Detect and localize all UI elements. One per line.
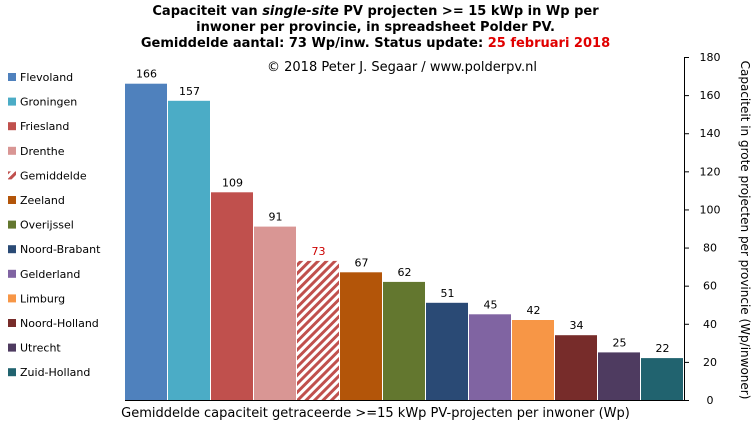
- legend-swatch: [8, 171, 16, 180]
- bar-noord-holland: [555, 335, 597, 400]
- chart-title-line-3: Gemiddelde aantal: 73 Wp/inw. Status upd…: [0, 36, 751, 51]
- data-label: 166: [136, 68, 157, 81]
- data-label: 91: [269, 211, 283, 224]
- plot-area: 166 157 109 91 73 67 62 51 45 42 34 25 22: [125, 68, 683, 401]
- legend-entry: Drenthe: [20, 145, 65, 158]
- y-axis-label: Capaciteit in grote projecten per provin…: [738, 61, 751, 400]
- legend-entry: Gemiddelde: [20, 169, 87, 182]
- y-tick-label: 0: [707, 394, 714, 407]
- data-label: 51: [441, 287, 455, 300]
- data-label: 109: [222, 176, 243, 189]
- y-tick-label: 120: [700, 165, 721, 178]
- y-tick-label: 60: [703, 280, 717, 293]
- data-label: 62: [398, 266, 412, 279]
- legend-entry: Overijssel: [20, 219, 74, 232]
- title-line-3-prefix: Gemiddelde aantal: 73 Wp/inw. Status upd…: [140, 36, 488, 51]
- y-tick-label: 160: [700, 89, 721, 102]
- legend-swatch: [8, 245, 16, 254]
- data-label: 42: [527, 304, 541, 317]
- legend: Flevoland Groningen Friesland Drenthe Gemidd…: [8, 71, 101, 379]
- y-tick-label: 40: [703, 318, 717, 331]
- bar-overijssel: [383, 281, 425, 400]
- x-axis-label: Gemiddelde capaciteit getraceerde >=15 k…: [121, 406, 630, 421]
- bar-noord-brabant: [426, 302, 468, 400]
- y-tick-label: 20: [703, 356, 717, 369]
- bar-flevoland: [125, 83, 167, 400]
- bar-drenthe: [254, 226, 296, 400]
- y-tick-label: 80: [703, 242, 717, 255]
- legend-swatch: [8, 97, 16, 106]
- bar-gelderland: [469, 314, 511, 401]
- legend-swatch: [8, 319, 16, 327]
- status-date: 25 februari 2018: [487, 36, 611, 51]
- bar-limburg: [512, 320, 554, 400]
- y-axis: 0 20 40 60 80 100 120 140 160 180: [125, 51, 721, 407]
- bar-utrecht: [598, 352, 640, 400]
- legend-entry: Zeeland: [20, 194, 65, 207]
- data-label: 22: [656, 342, 670, 355]
- data-label: 25: [613, 336, 627, 349]
- legend-swatch: [8, 196, 16, 204]
- bar-zeeland: [340, 272, 382, 400]
- title-line-1-suffix: PV projecten >= 15 kWp in Wp per: [338, 4, 599, 19]
- legend-swatch: [8, 269, 16, 278]
- legend-entry: Gelderland: [20, 268, 80, 281]
- legend-swatch: [8, 146, 16, 155]
- y-tick-label: 140: [700, 127, 721, 140]
- chart-title-line-1: Capaciteit van single-site PV projecten …: [0, 4, 751, 19]
- bar-groningen: [168, 100, 210, 401]
- legend-entry: Limburg: [20, 292, 65, 305]
- legend-entry: Noord-Brabant: [20, 243, 101, 256]
- legend-swatch: [8, 343, 16, 352]
- data-label: 45: [484, 298, 498, 311]
- data-label: 157: [179, 85, 200, 98]
- bar-gemiddelde: [297, 260, 339, 400]
- bar-friesland: [211, 192, 253, 400]
- title-line-1-italic: single-site: [262, 4, 339, 19]
- legend-swatch: [8, 122, 16, 131]
- legend-swatch: [8, 294, 16, 303]
- y-tick-label: 100: [700, 203, 721, 216]
- legend-entry: Noord-Holland: [20, 317, 99, 330]
- chart-title-line-2: inwoner per provincie, in spreadsheet Po…: [196, 20, 555, 35]
- legend-swatch: [8, 73, 16, 81]
- legend-entry: Friesland: [20, 120, 69, 133]
- data-label: 67: [355, 256, 369, 269]
- legend-entry: Zuid-Holland: [20, 366, 90, 379]
- y-tick-label: 180: [700, 51, 721, 64]
- data-label: 34: [570, 319, 584, 332]
- legend-swatch: [8, 368, 16, 377]
- copyright-notice: © 2018 Peter J. Segaar / www.polderpv.nl: [267, 60, 537, 75]
- legend-entry: Utrecht: [20, 342, 61, 355]
- legend-swatch: [8, 220, 16, 229]
- bar-zuid-holland: [641, 358, 683, 400]
- legend-entry: Groningen: [20, 96, 77, 109]
- data-label: 73: [312, 245, 326, 258]
- title-line-1-prefix: Capaciteit van: [152, 4, 263, 19]
- legend-entry: Flevoland: [20, 71, 73, 84]
